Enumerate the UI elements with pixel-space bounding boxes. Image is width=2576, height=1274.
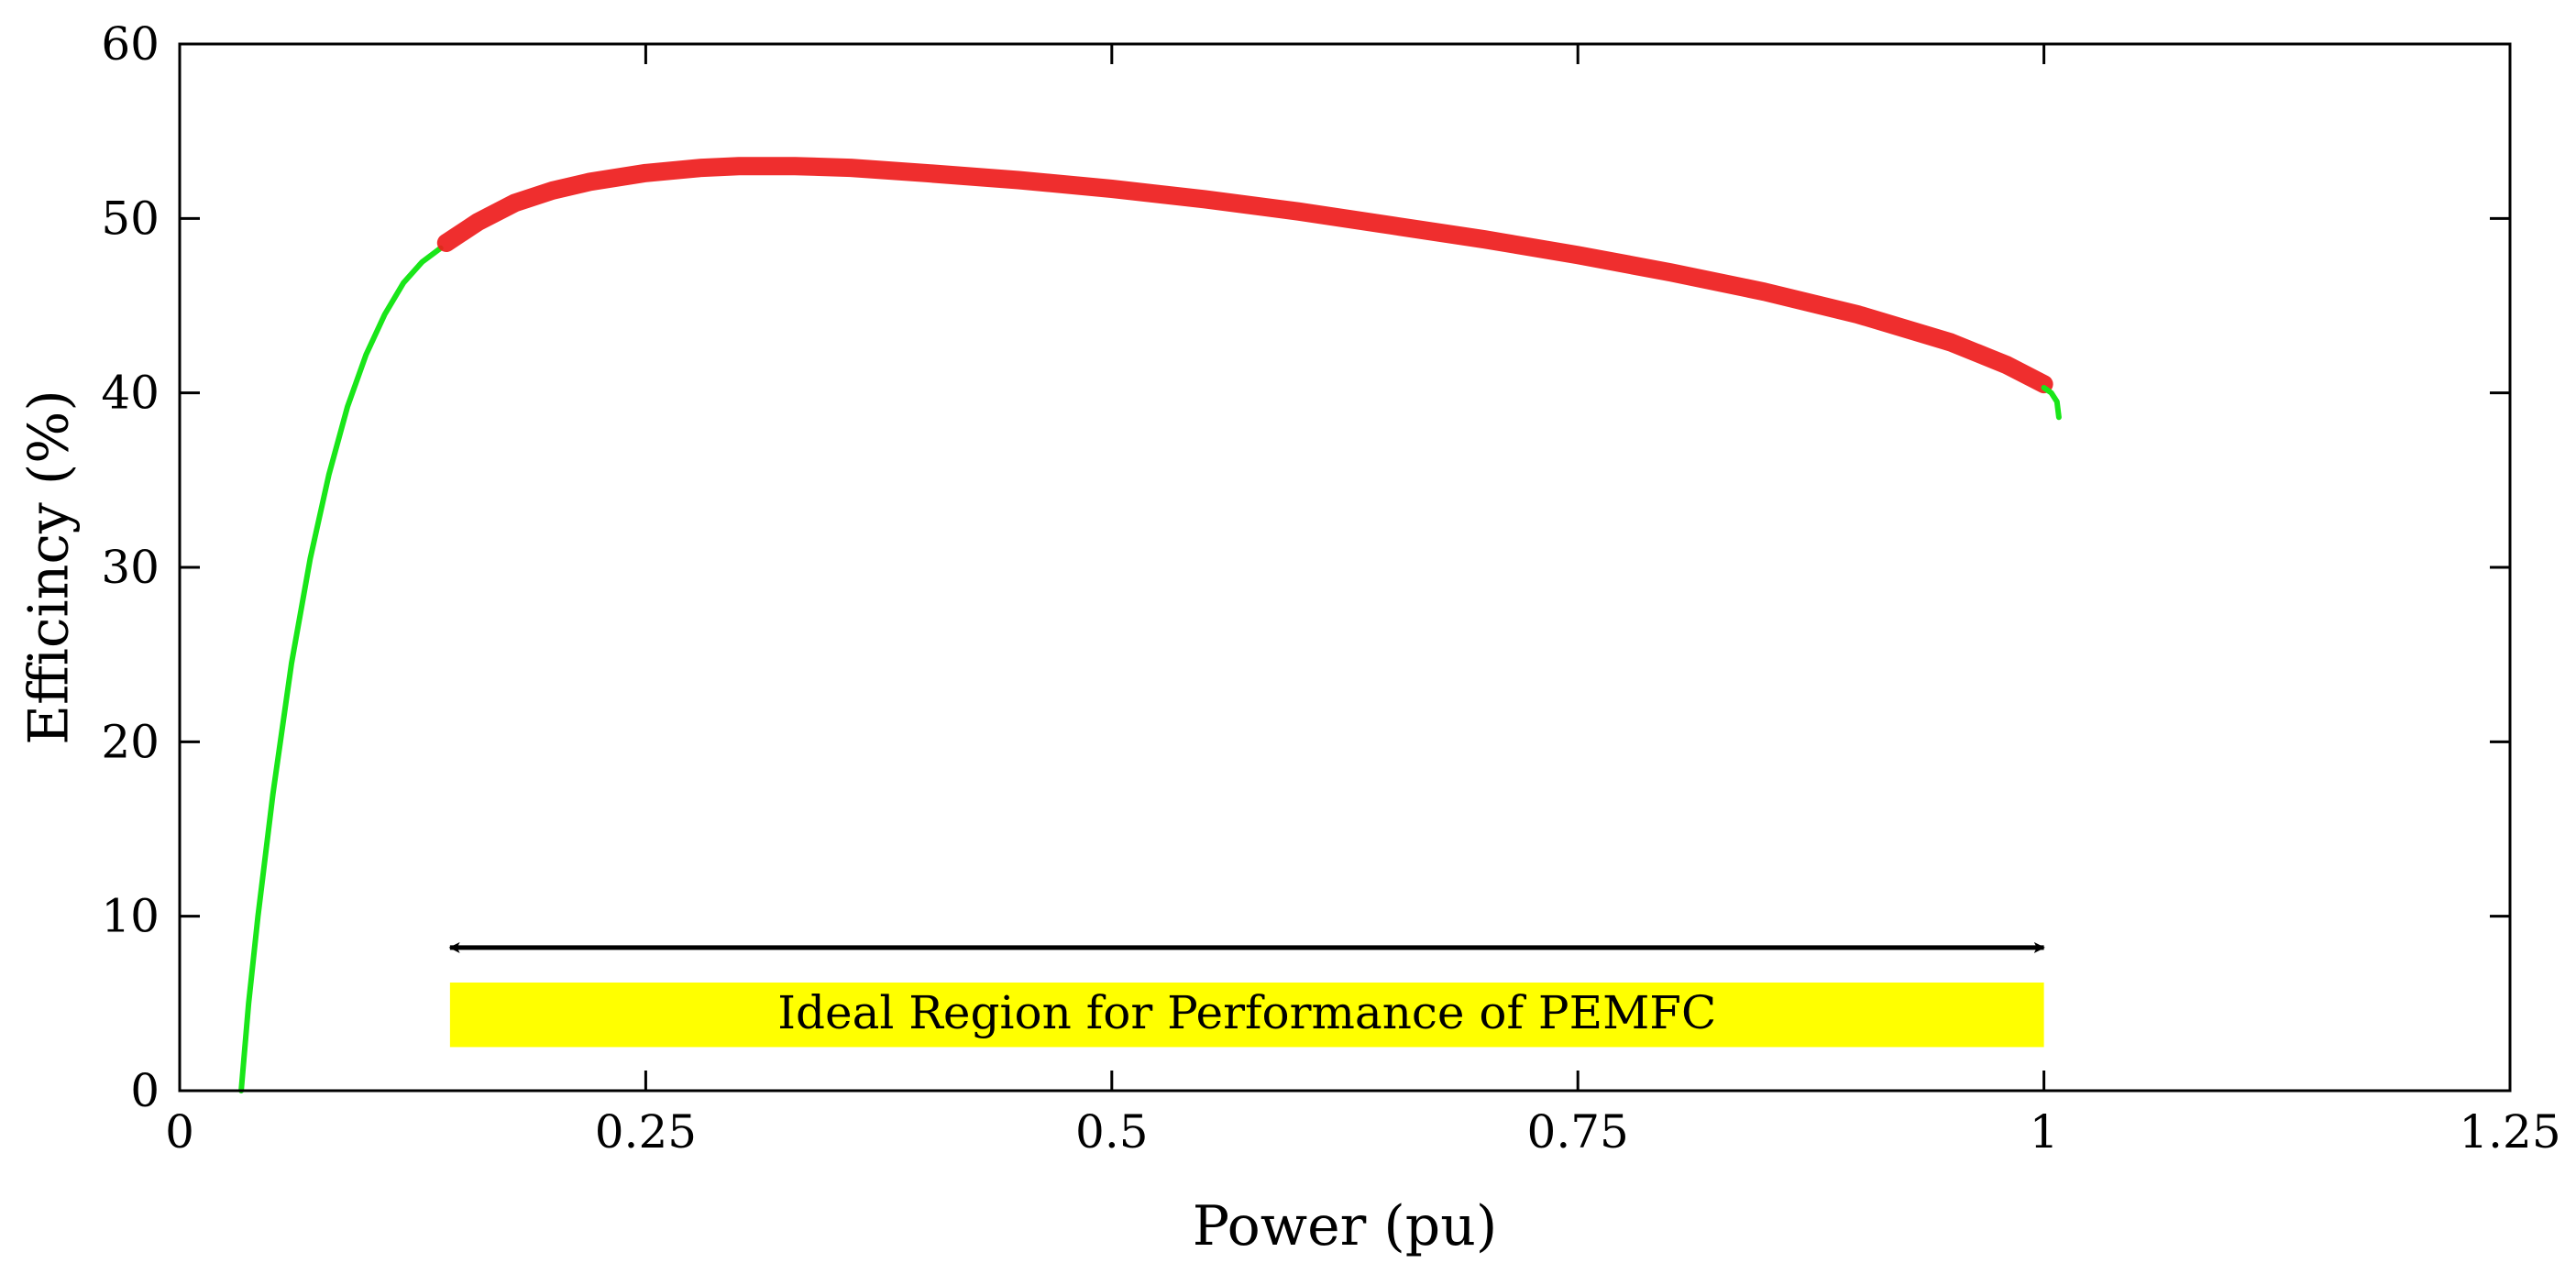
series-layer [238, 157, 2062, 1093]
x-axis-title: Power (pu) [1193, 1194, 1498, 1258]
x-tick-label: 0.25 [595, 1105, 697, 1159]
axes-layer: 0 0.25 0.5 0.75 1 1.25 0 10 20 30 40 50 60 [101, 17, 2560, 1159]
annotation-layer: Ideal Region for Performance of PEMFC [448, 941, 2045, 1048]
y-tick-label: 20 [101, 715, 160, 768]
x-tick-label: 1.25 [2459, 1105, 2560, 1159]
y-tick-label: 30 [101, 541, 160, 594]
ideal-region-band [449, 982, 2044, 1048]
series-line-outside-region [238, 245, 444, 1093]
x-tick-label: 1 [2030, 1105, 2059, 1159]
y-tick-label: 50 [101, 192, 160, 245]
x-tick-label: 0.75 [1527, 1105, 1629, 1159]
x-tick-label: 0.5 [1075, 1105, 1149, 1159]
y-axis-title: Efficincy (%) [17, 390, 82, 744]
y-axis-ticks: 0 10 20 30 40 50 60 [101, 17, 2510, 1117]
ideal-region-label: Ideal Region for Performance of PEMFC [777, 986, 1716, 1039]
x-tick-label: 0 [165, 1105, 194, 1159]
y-tick-label: 40 [101, 367, 160, 420]
series-line-outside-region [2041, 385, 2062, 421]
y-tick-label: 0 [130, 1064, 160, 1117]
x-axis-ticks: 0 0.25 0.5 0.75 1 1.25 [165, 44, 2561, 1159]
y-tick-label: 60 [101, 17, 160, 71]
series-line-ideal-region [436, 157, 2053, 394]
y-tick-label: 10 [101, 890, 160, 943]
